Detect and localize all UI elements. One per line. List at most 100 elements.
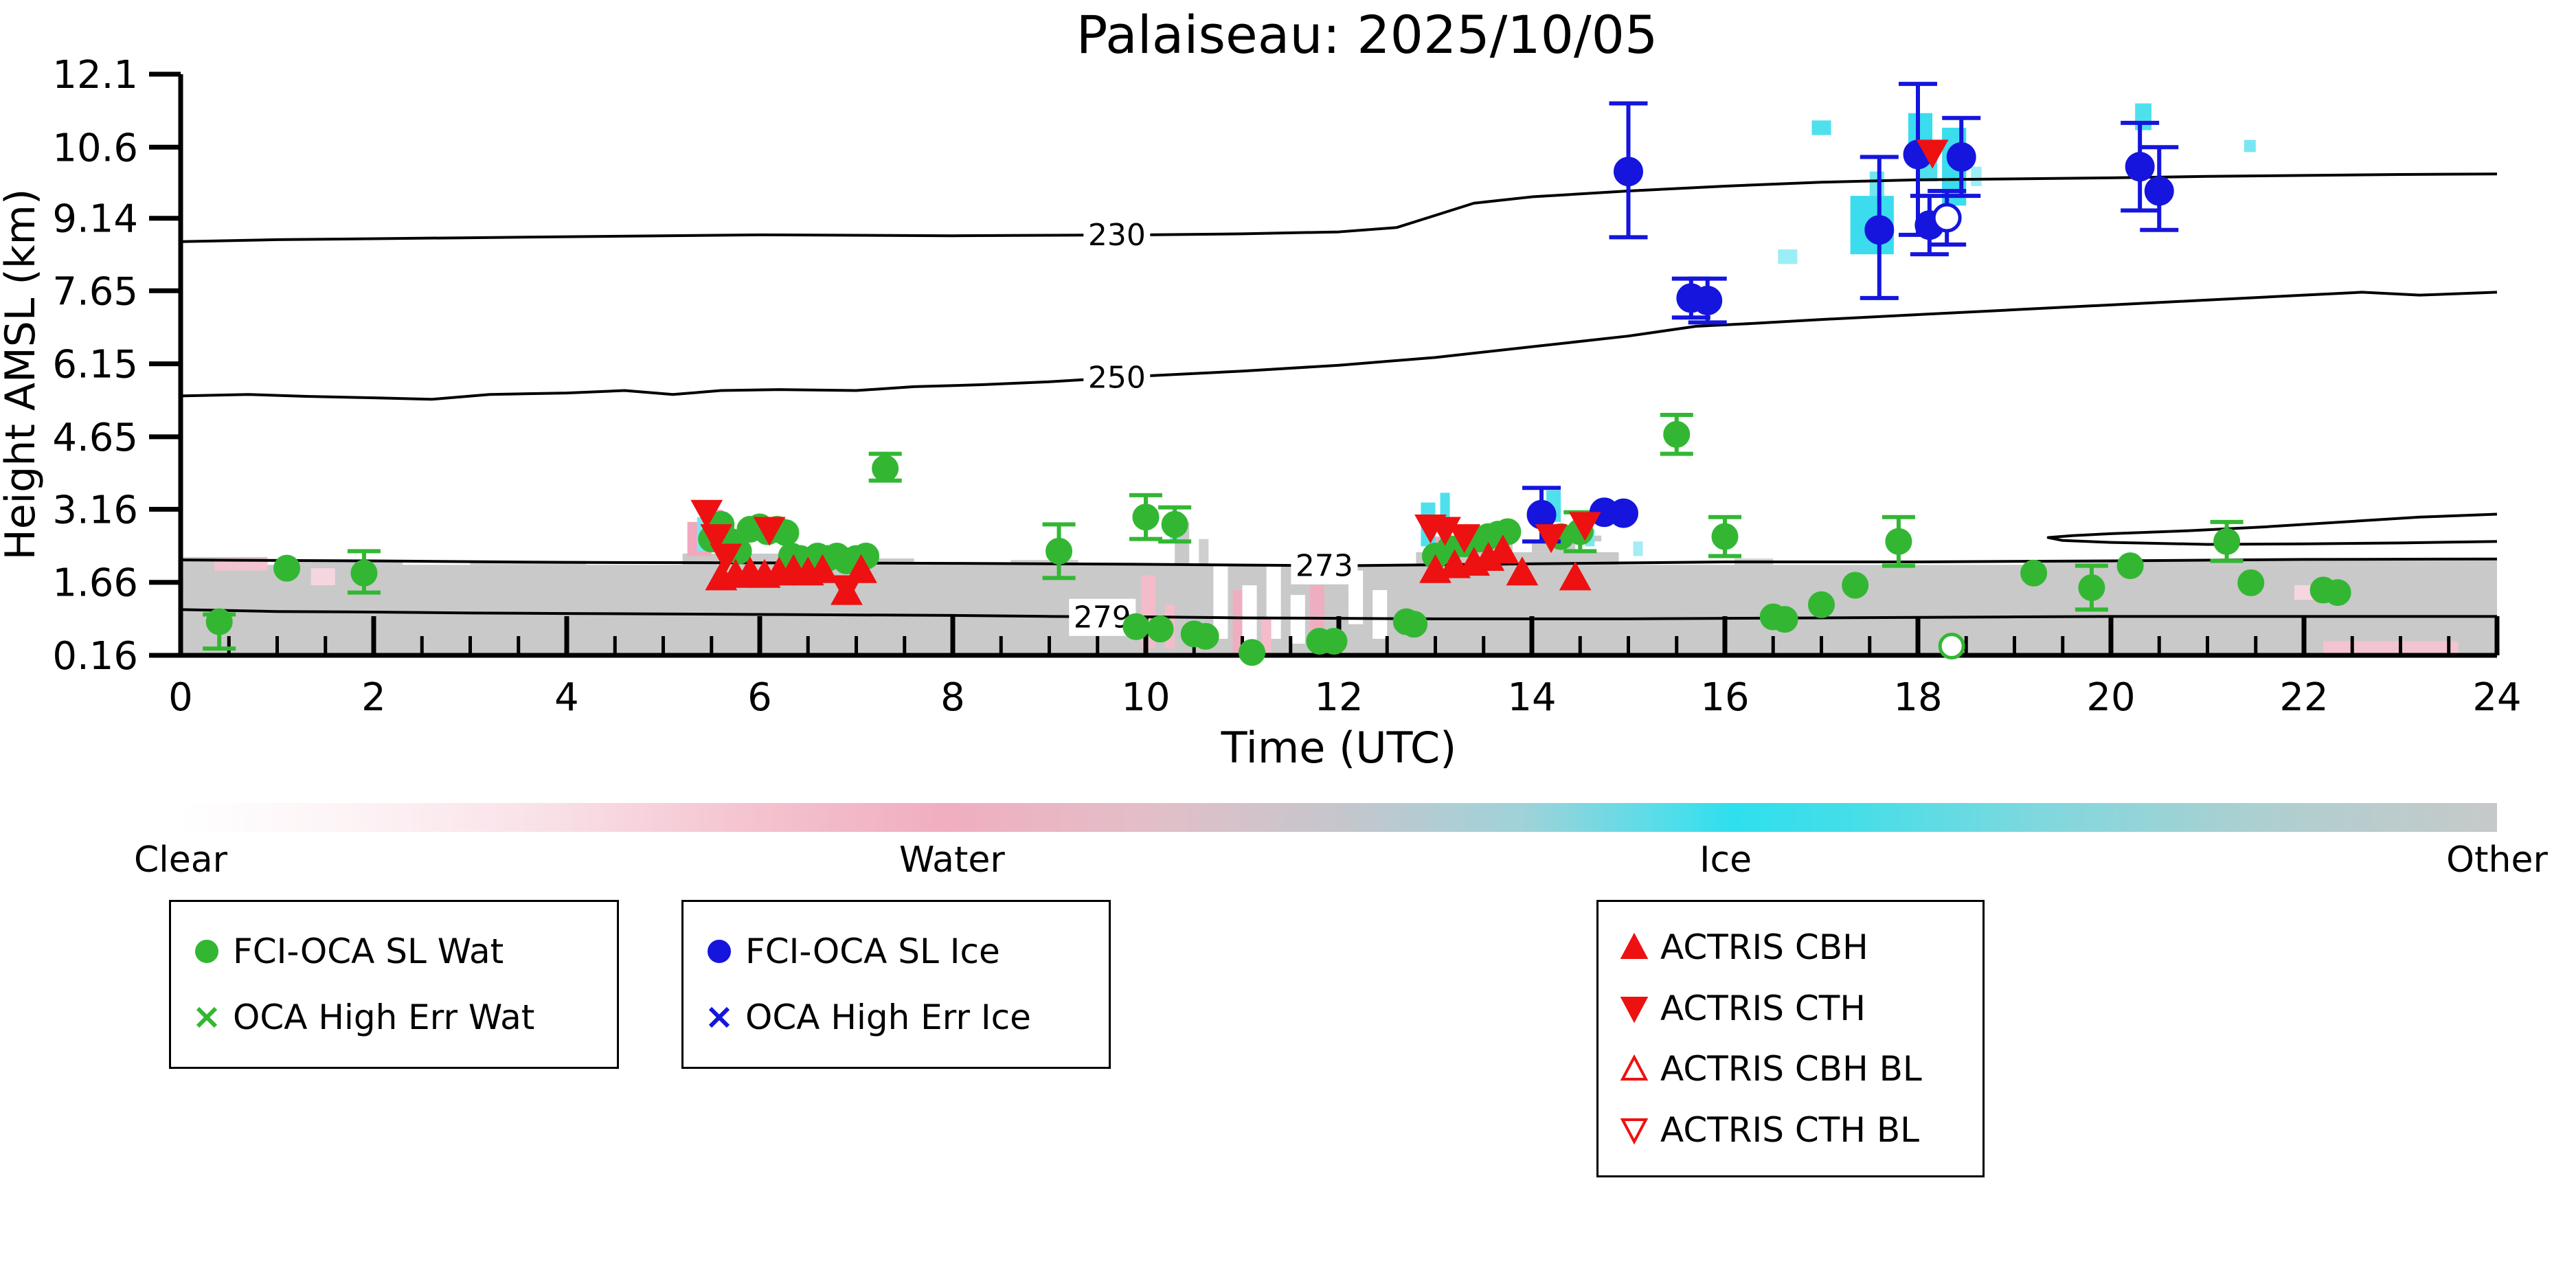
legend-entry: ACTRIS CBH [1618,927,1963,967]
tri-down-marker [710,543,743,573]
x-tick-label: 8 [940,675,965,720]
circle-marker [1842,572,1869,599]
circle-marker [2144,176,2174,206]
circle-marker [1526,499,1557,530]
x-tick-label: 0 [168,675,193,720]
circle-marker [2213,528,2241,555]
legend-entry: ACTRIS CBH BL [1618,1049,1963,1089]
isotherm-line [2046,512,2497,546]
chart-title: Palaiseau: 2025/10/05 [1076,4,1658,65]
circle-marker [2078,574,2105,602]
y-tick-label: 0.16 [52,634,138,679]
y-tick-label: 6.15 [52,343,138,387]
circle-marker [1864,215,1895,245]
colorbar-label-other: Other [2446,839,2548,881]
circle-marker [1693,285,1723,315]
tri-up-open-icon [1620,1054,1649,1081]
legend-label: FCI-OCA SL Ice [745,931,1000,972]
circle-marker [273,554,301,582]
legend-entry: FCI-OCA SL Wat [190,931,598,971]
contour-label: 273 [1296,549,1353,584]
legend-box-ice-products: FCI-OCA SL Ice OCA High Err Ice [681,900,1111,1069]
y-tick-label: 7.65 [52,269,138,314]
circle-marker [1046,537,1073,565]
axes: 0 2 4 6 8 10 12 14 16 18 20 22 240.161.663.164.656.1… [52,53,2521,720]
x-tick-label: 2 [361,675,386,720]
x-tick-label: 6 [747,675,772,720]
series-actris-cbh [705,534,1592,605]
contour-label: 230 [1088,218,1146,253]
x-tick-label: 12 [1314,675,1363,720]
legend-label: OCA High Err Wat [233,997,535,1037]
tri-down-marker [1448,524,1481,554]
legend-entry: ACTRIS CTH BL [1618,1110,1963,1150]
classification-colorbar [181,803,2497,832]
circle-marker [1608,498,1638,528]
tri-up-marker [806,554,839,583]
circle-marker [2237,569,2265,596]
circle-marker [2020,559,2048,587]
tri-up-icon [1620,932,1649,959]
x-icon [708,1006,730,1028]
circle-icon [195,940,218,964]
tri-down-open-icon [1620,1118,1649,1145]
tri-up-marker [1506,556,1539,586]
tri-down-marker [753,517,786,546]
y-tick-label: 4.65 [52,416,138,460]
legend-label: OCA High Err Ice [745,997,1031,1037]
isotherm-line [181,291,2497,401]
tri-up-marker [1487,534,1519,564]
tri-up-marker [1559,561,1592,591]
colorbar-label-water: Water [899,839,1005,881]
circle-marker [1932,203,1962,233]
legend-label: ACTRIS CBH BL [1660,1049,1922,1089]
tri-down-marker [690,499,723,529]
legend-label: FCI-OCA SL Wat [233,931,504,972]
legend-entry: OCA High Err Wat [190,997,598,1037]
tri-down-marker [1535,524,1568,554]
x-tick-label: 22 [2279,675,2328,720]
circle-marker [872,455,899,482]
circle-marker [1771,606,1798,633]
x-icon [196,1006,218,1028]
tri-down-marker [1568,512,1601,541]
circle-marker [1808,591,1835,618]
circle-marker [1938,633,1965,660]
circle-marker [1161,510,1188,538]
circle-marker [350,559,378,587]
tri-down-marker [1916,139,1949,169]
circle-marker [1239,639,1266,666]
circle-marker [1711,523,1739,550]
circle-marker [1320,627,1348,655]
y-tick-label: 10.6 [52,126,138,170]
isotherm-line [181,172,2497,243]
legend-box-actris: ACTRIS CBH ACTRIS CTH ACTRIS CBH BL ACTRIS … [1596,900,1985,1177]
legend-entry: FCI-OCA SL Ice [703,931,1089,971]
legend-label: ACTRIS CTH BL [1660,1110,1920,1151]
x-tick-label: 16 [1700,675,1749,720]
circle-marker [1132,504,1160,531]
circle-marker [1146,615,1174,643]
circle-marker [1946,142,1976,172]
circle-marker [2324,579,2351,607]
x-tick-label: 10 [1121,675,1170,720]
circle-marker [1885,528,1912,555]
circle-icon [708,940,731,964]
circle-marker [1192,622,1219,650]
legend-label: ACTRIS CTH [1660,988,1866,1028]
colorbar-label-clear: Clear [134,839,227,881]
circle-marker [2116,552,2144,580]
legend-label: ACTRIS CBH [1660,927,1868,967]
tri-down-marker [831,575,863,605]
colorbar-label-ice: Ice [1699,839,1752,881]
tri-down-marker [700,524,733,554]
circle-marker [1614,157,1643,187]
circle-marker [1122,613,1150,640]
circle-marker [205,608,233,635]
tri-down-icon [1620,996,1649,1023]
y-tick-label: 9.14 [52,197,138,242]
x-tick-label: 24 [2472,675,2521,720]
circle-marker [2125,152,2155,182]
